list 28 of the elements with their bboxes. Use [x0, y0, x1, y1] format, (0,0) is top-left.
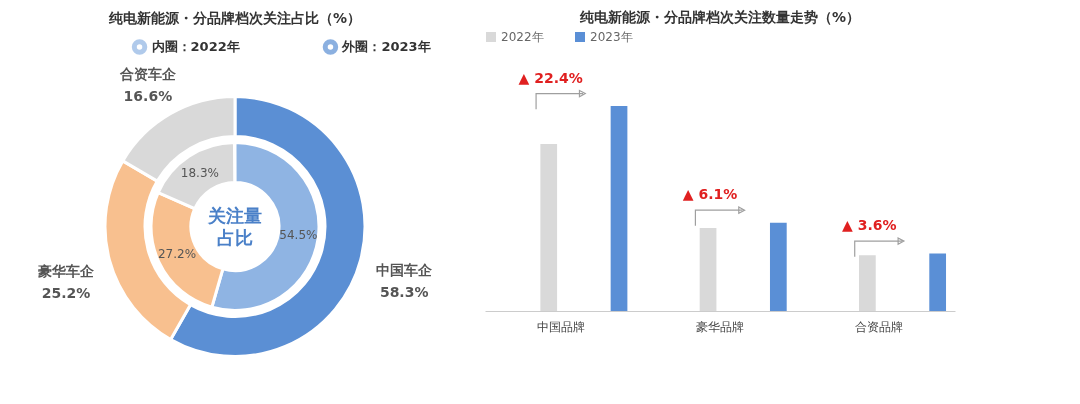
annotation: ▲ 3.6%	[842, 217, 897, 234]
data-label: 25.2%	[41, 284, 91, 301]
bar	[859, 255, 876, 311]
bar	[769, 222, 787, 311]
data-label: 16.6%	[123, 87, 173, 104]
text: 关注量占比	[207, 204, 262, 248]
legend-label: 2023年	[590, 30, 633, 44]
x-tick-label: 中国品牌	[536, 319, 585, 334]
legend-label: 外圈：2023年	[341, 39, 431, 54]
legend-label: 2022年	[501, 30, 544, 44]
bar	[929, 253, 947, 311]
data-label: 58.3%	[379, 284, 429, 301]
slice-label: 中国车企	[376, 262, 434, 279]
slice-label: 豪华车企	[36, 262, 95, 279]
chart-title: 纯电新能源・分品牌档次关注数量走势（%）	[578, 9, 861, 25]
text: ▲ 22.4%	[518, 69, 583, 86]
annotation: ▲ 6.1%	[682, 186, 738, 203]
bar	[540, 143, 558, 311]
x-tick-label: 合资品牌	[855, 319, 904, 334]
data-label: 27.2%	[157, 246, 197, 261]
bar	[699, 228, 717, 311]
x-tick-label: 豪华品牌	[696, 319, 744, 334]
bar	[610, 106, 628, 311]
chart-title: 纯电新能源・分品牌档次关注占比（%）	[107, 9, 362, 26]
data-label: 54.5%	[279, 228, 318, 243]
data-label: 18.3%	[180, 165, 219, 180]
legend-label: 内圈：2022年	[151, 39, 240, 54]
slice-label: 合资车企	[118, 65, 177, 82]
